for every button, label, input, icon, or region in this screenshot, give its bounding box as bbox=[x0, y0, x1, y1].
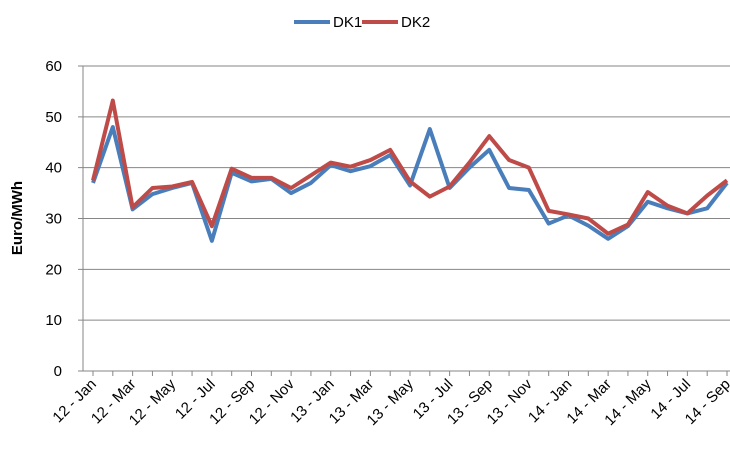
y-tick-label: 30 bbox=[45, 211, 62, 228]
legend-label: DK2 bbox=[401, 14, 430, 31]
series-line bbox=[91, 125, 729, 243]
series-line bbox=[91, 98, 729, 236]
y-tick-label: 40 bbox=[45, 160, 62, 177]
y-axis-title: Euro/MWh bbox=[9, 181, 26, 255]
y-tick-label: 10 bbox=[45, 312, 62, 329]
y-tick-label: 20 bbox=[45, 261, 62, 278]
y-tick-label: 0 bbox=[54, 363, 62, 380]
y-tick-label: 50 bbox=[45, 109, 62, 126]
legend-label: DK1 bbox=[333, 14, 362, 31]
y-tick-label: 60 bbox=[45, 58, 62, 75]
